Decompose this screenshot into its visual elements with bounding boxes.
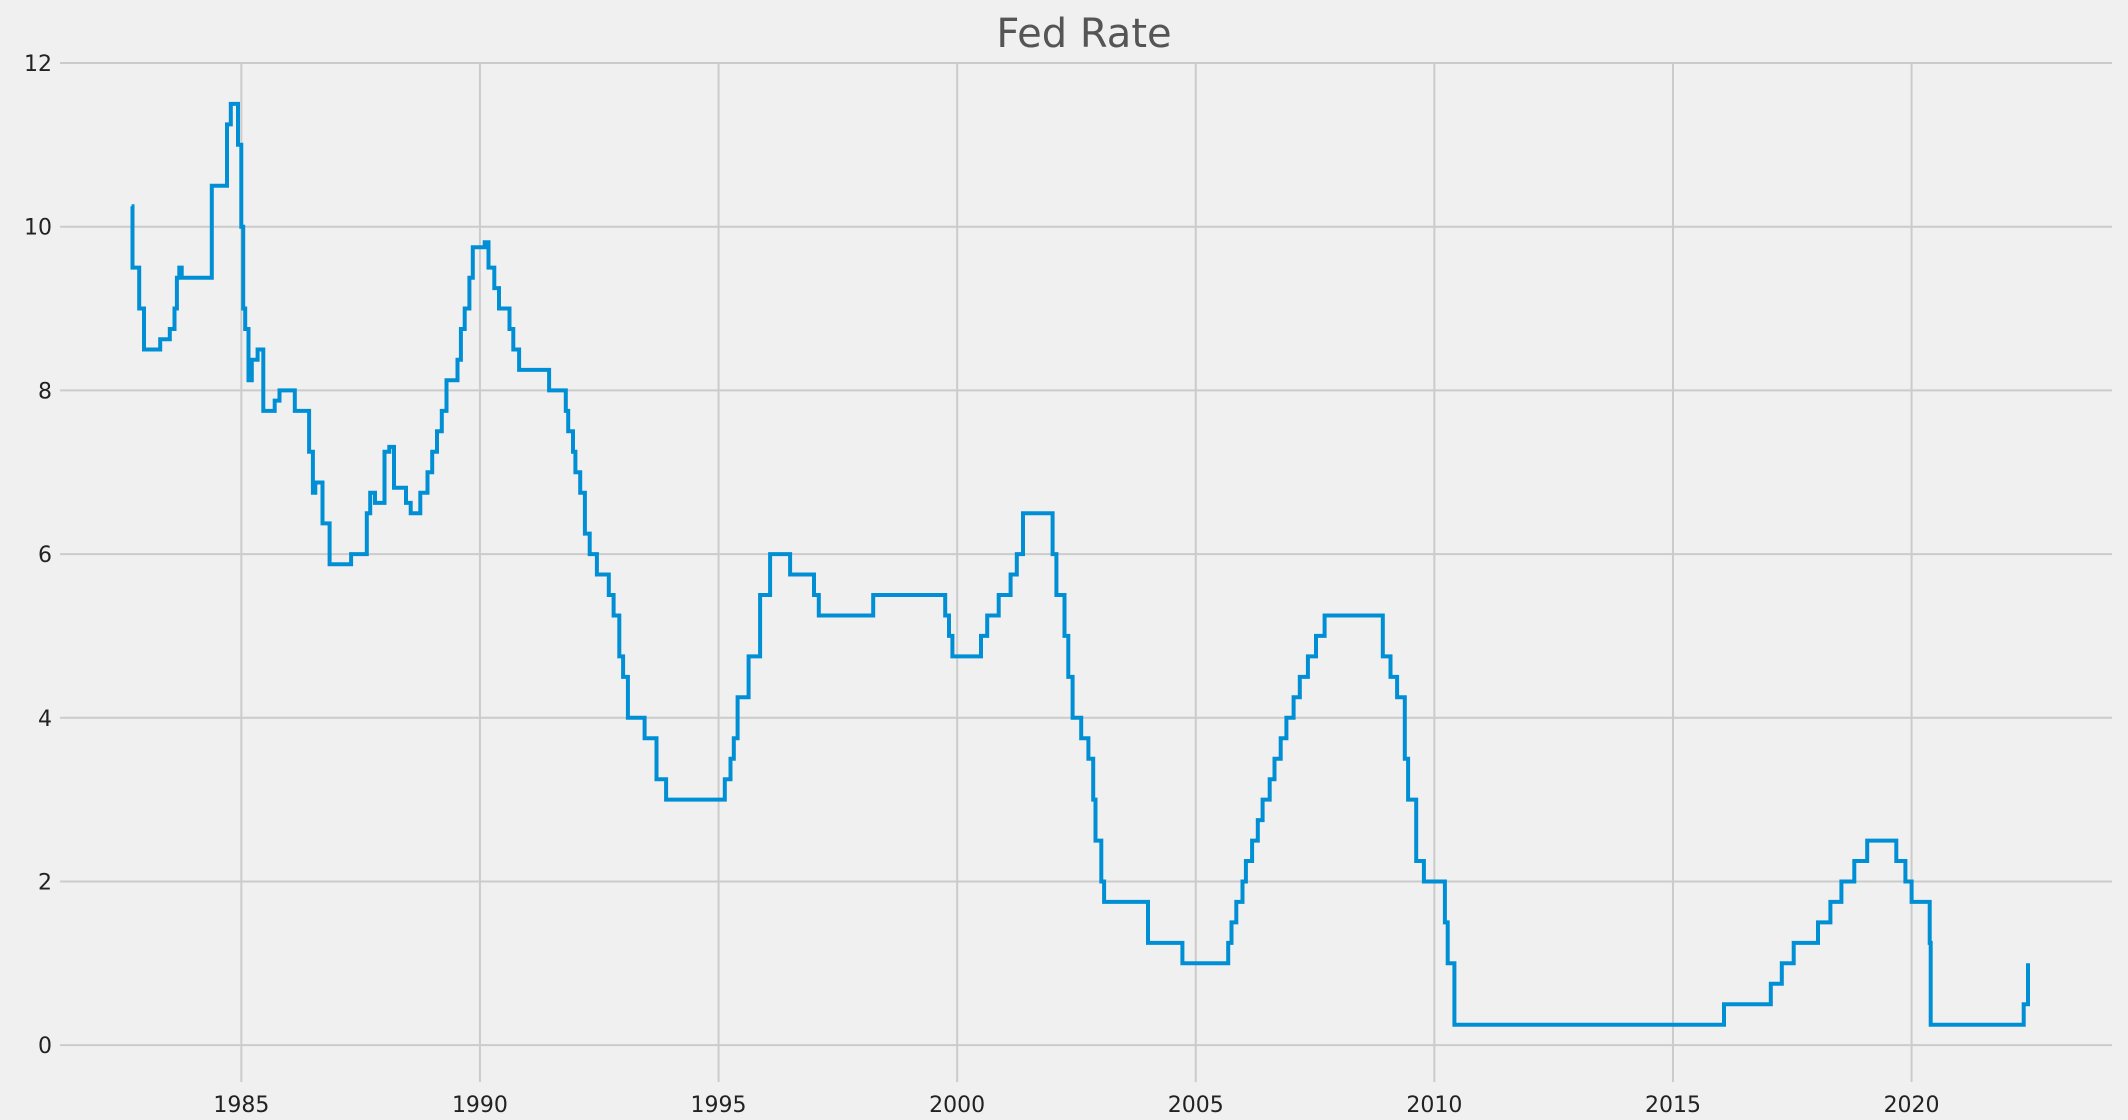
x-tick-label: 1995 — [691, 1093, 747, 1118]
series-group — [130, 101, 2030, 1027]
chart-title: Fed Rate — [996, 11, 1171, 57]
x-tick-label: 1990 — [452, 1093, 508, 1118]
x-tick-label: 2000 — [929, 1093, 985, 1118]
y-tick-label: 2 — [38, 870, 52, 895]
y-tick-label: 6 — [38, 543, 52, 568]
series-line — [130, 101, 2030, 1027]
x-tick-label: 2005 — [1168, 1093, 1224, 1118]
x-axis-ticks: 1985 1990 1995 2000 2005 2010 2015 2020 — [213, 1093, 1939, 1118]
y-tick-label: 10 — [24, 216, 52, 241]
y-tick-label: 12 — [24, 52, 52, 77]
y-tick-label: 4 — [38, 707, 52, 732]
x-tick-label: 2015 — [1645, 1093, 1701, 1118]
x-tick-label: 1985 — [213, 1093, 269, 1118]
x-tick-label: 2020 — [1884, 1093, 1940, 1118]
x-tick-label: 2010 — [1406, 1093, 1462, 1118]
y-tick-label: 0 — [38, 1034, 52, 1059]
grid-lines — [60, 62, 2112, 1082]
y-axis-ticks: 0 2 4 6 8 10 12 — [24, 52, 52, 1059]
y-tick-label: 8 — [38, 379, 52, 404]
